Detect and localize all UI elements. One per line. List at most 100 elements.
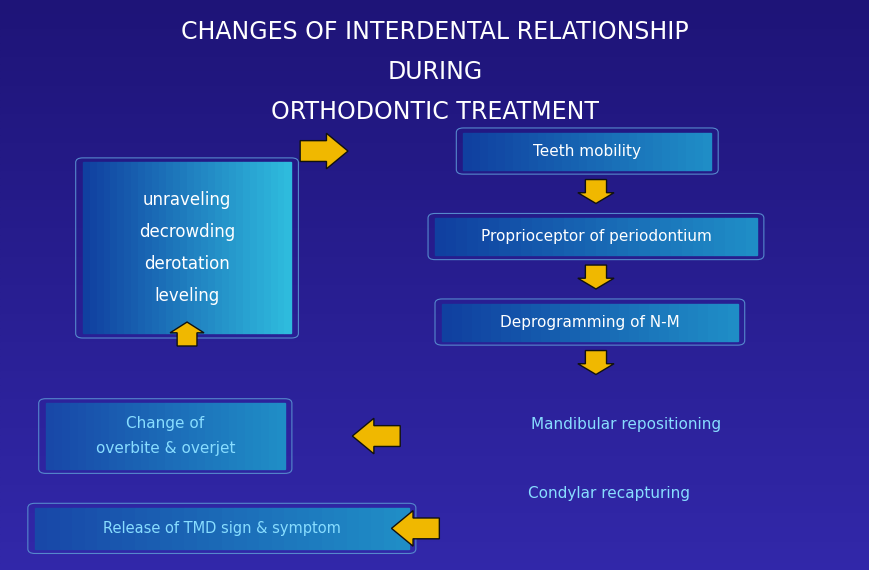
Bar	[0, 563, 869, 570]
Bar	[249, 162, 256, 333]
Bar	[628, 303, 639, 341]
Bar	[0, 57, 869, 64]
Bar	[276, 404, 284, 469]
Bar	[103, 162, 110, 333]
Bar	[734, 218, 746, 255]
Bar	[471, 132, 480, 170]
Bar	[109, 508, 122, 549]
Bar	[668, 303, 678, 341]
Bar	[587, 132, 595, 170]
Text: Release of TMD sign & symptom: Release of TMD sign & symptom	[103, 521, 341, 536]
Bar	[173, 162, 180, 333]
Bar	[698, 303, 707, 341]
Bar	[102, 404, 109, 469]
Bar	[0, 406, 869, 413]
Bar	[109, 404, 117, 469]
Bar	[649, 218, 660, 255]
Bar	[687, 303, 698, 341]
Bar	[152, 162, 159, 333]
Bar	[579, 132, 587, 170]
Bar	[308, 508, 322, 549]
Bar	[149, 404, 157, 469]
Bar	[0, 263, 869, 271]
Bar	[284, 508, 296, 549]
Bar	[570, 132, 579, 170]
Bar	[569, 303, 580, 341]
Bar	[322, 508, 334, 549]
Bar	[0, 228, 869, 235]
Bar	[145, 162, 152, 333]
Bar	[0, 35, 869, 43]
Bar	[261, 404, 269, 469]
Bar	[0, 320, 869, 328]
Bar	[434, 218, 445, 255]
Bar	[256, 162, 263, 333]
Bar	[172, 508, 184, 549]
Bar	[194, 162, 201, 333]
Bar	[0, 0, 869, 7]
Polygon shape	[577, 180, 614, 203]
Bar	[0, 86, 869, 92]
Bar	[0, 456, 869, 463]
Bar	[0, 328, 869, 335]
Bar	[0, 428, 869, 434]
Bar	[0, 378, 869, 385]
Bar	[0, 78, 869, 86]
Bar	[0, 128, 869, 135]
Bar	[0, 556, 869, 563]
Bar	[0, 491, 869, 499]
Bar	[599, 303, 609, 341]
Bar	[0, 71, 869, 78]
Polygon shape	[577, 351, 614, 374]
Bar	[242, 162, 249, 333]
Bar	[0, 7, 869, 14]
Bar	[346, 508, 359, 549]
Bar	[0, 250, 869, 256]
Bar	[110, 162, 117, 333]
Bar	[184, 508, 196, 549]
Bar	[0, 256, 869, 263]
Bar	[702, 132, 711, 170]
Bar	[530, 303, 540, 341]
Polygon shape	[352, 418, 400, 454]
Bar	[617, 218, 627, 255]
Bar	[296, 508, 308, 549]
Bar	[619, 303, 628, 341]
Bar	[0, 178, 869, 185]
Bar	[537, 132, 546, 170]
Bar	[0, 349, 869, 356]
Bar	[553, 218, 563, 255]
Bar	[229, 162, 235, 333]
Bar	[159, 162, 166, 333]
Bar	[215, 162, 222, 333]
Bar	[122, 508, 135, 549]
Bar	[660, 218, 670, 255]
Bar	[0, 64, 869, 71]
Polygon shape	[577, 265, 614, 289]
Bar	[477, 218, 488, 255]
Bar	[0, 520, 869, 527]
Bar	[628, 132, 636, 170]
Bar	[645, 132, 653, 170]
Bar	[627, 218, 638, 255]
Bar	[713, 218, 724, 255]
Bar	[0, 548, 869, 556]
Bar	[0, 470, 869, 478]
Bar	[0, 50, 869, 57]
Bar	[0, 28, 869, 35]
Bar	[371, 508, 383, 549]
Bar	[0, 463, 869, 470]
Bar	[271, 508, 284, 549]
Bar	[0, 434, 869, 442]
Bar	[504, 132, 513, 170]
Bar	[0, 292, 869, 299]
Bar	[0, 221, 869, 228]
Bar	[0, 149, 869, 157]
Bar	[496, 132, 504, 170]
Bar	[141, 404, 149, 469]
Bar	[72, 508, 84, 549]
Bar	[669, 132, 678, 170]
Bar	[45, 404, 54, 469]
Bar	[270, 162, 277, 333]
Bar	[229, 404, 236, 469]
